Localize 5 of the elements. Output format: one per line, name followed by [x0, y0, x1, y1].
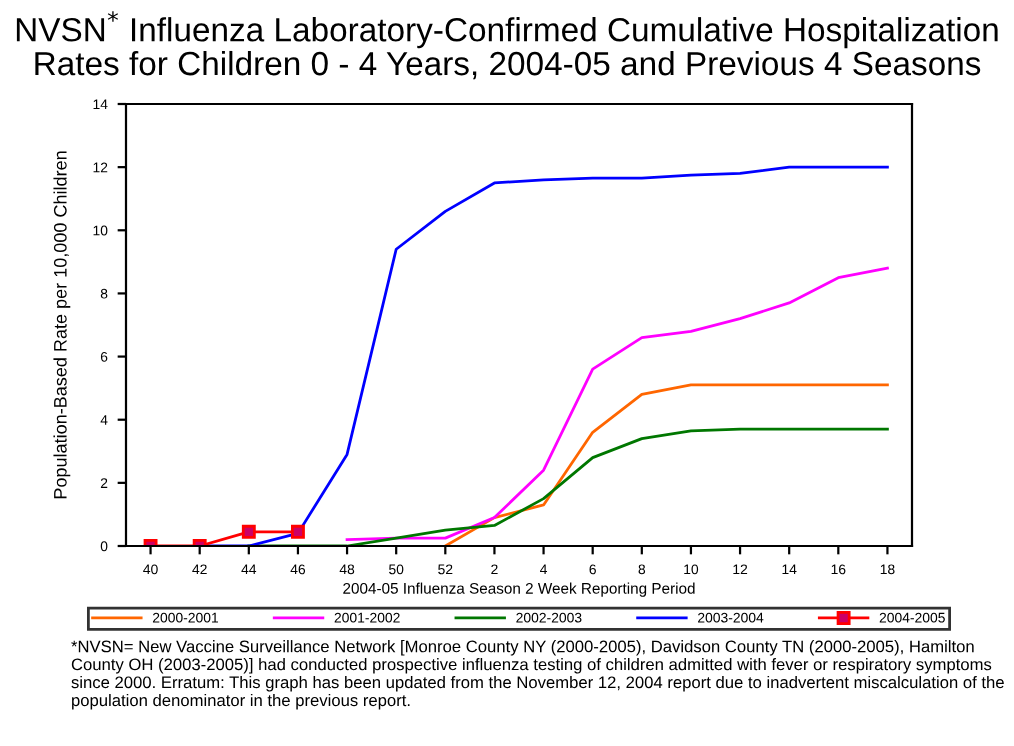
line-series: [345, 266, 889, 542]
text: *NVSN= New Vaccine Surveillance Network [Monroe County NY (2000-2005), Davidson County TN (2000-2005), Hamilton County OH (2003-2005)] had conducted prospective influenza testing of children admitted with fever or respiratory symptoms since 2000. Erratum: This graph has been updated from the November 12, 2004 report due to inadvertent miscalculation of the population denominator in the previous report.: [71, 640, 1004, 710]
y-axis-title: Population-Based Rate per 10,000 Children: [53, 151, 71, 499]
chart-title: NVSN$^{*}$ Influenza Laboratory-Confirmed Cumulative Hospitalization Rates for Children 0 - 4 Years, 2004-05 and Previous 4 Seasons: [16, 11, 998, 80]
line-series: [443, 383, 889, 546]
